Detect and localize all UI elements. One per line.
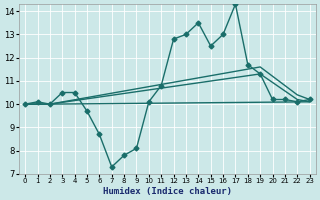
X-axis label: Humidex (Indice chaleur): Humidex (Indice chaleur) <box>103 187 232 196</box>
